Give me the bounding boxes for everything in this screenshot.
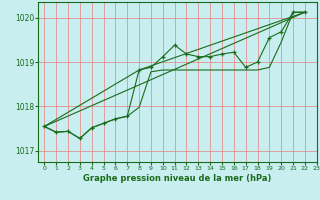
- X-axis label: Graphe pression niveau de la mer (hPa): Graphe pression niveau de la mer (hPa): [84, 174, 272, 183]
